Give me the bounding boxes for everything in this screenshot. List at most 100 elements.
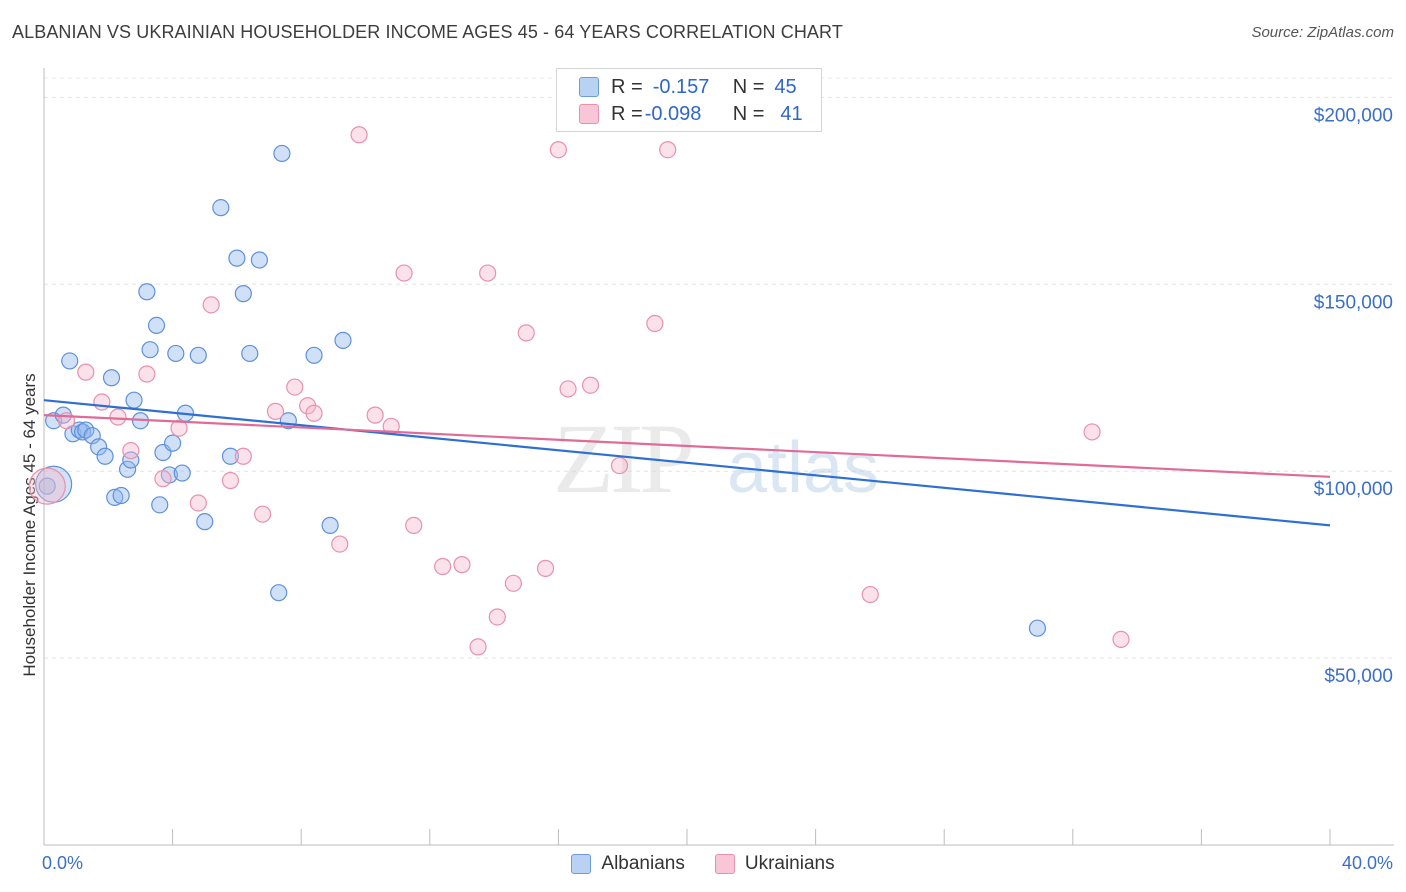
point-ukrainians	[266, 402, 285, 420]
point-albanians	[212, 199, 230, 217]
point-albanians	[112, 486, 130, 505]
point-ukrainians	[154, 470, 172, 488]
legend-r-label: R =	[611, 102, 643, 125]
point-ukrainians	[331, 535, 349, 553]
point-albanians	[228, 249, 246, 267]
point-albanians	[196, 513, 214, 531]
point-ukrainians	[366, 406, 384, 424]
point-ukrainians	[221, 471, 240, 490]
y-tick-label: $150,000	[1314, 292, 1393, 313]
point-albanians	[250, 251, 269, 269]
legend-row-albanians: R = -0.157 N = 45	[579, 74, 797, 100]
point-albanians	[125, 391, 143, 409]
trend-line-ukrainians	[43, 414, 1331, 478]
point-albanians	[334, 331, 352, 349]
y-tick-label: $50,000	[1324, 666, 1393, 687]
point-ukrainians	[488, 608, 506, 626]
point-albanians	[118, 460, 137, 478]
point-ukrainians	[138, 365, 156, 383]
point-albanians	[234, 285, 252, 303]
axis-layer	[43, 68, 1394, 846]
point-ukrainians	[469, 638, 487, 656]
point-ukrainians	[254, 505, 272, 523]
point-albanians	[305, 346, 323, 364]
series-swatch-albanians	[571, 854, 592, 874]
point-albanians	[138, 283, 156, 301]
point-albanians	[106, 488, 124, 506]
y-tick-label: $200,000	[1314, 105, 1393, 126]
point-ukrainians	[549, 141, 568, 159]
point-albanians	[189, 346, 207, 364]
legend-n-value: 41	[780, 102, 803, 125]
point-ukrainians	[1083, 423, 1101, 441]
point-albanians	[241, 344, 259, 363]
legend-r-value: -0.098	[644, 102, 702, 125]
watermark: ZIP atlas	[553, 403, 879, 514]
point-ukrainians	[77, 363, 95, 381]
legend-r-value: -0.157	[652, 75, 710, 98]
legend-swatch-ukrainians	[579, 104, 599, 124]
point-albanians	[96, 447, 114, 465]
point-ukrainians	[861, 585, 879, 604]
point-albanians	[1028, 619, 1047, 637]
series-swatch-ukrainians	[714, 854, 735, 874]
series-legend-ukrainians[interactable]: Ukrainians	[714, 851, 835, 877]
point-albanians	[141, 341, 159, 359]
trend-line-albanians	[43, 399, 1331, 527]
trend-layer	[43, 399, 1331, 527]
points-layer	[28, 126, 1130, 656]
legend-n-value: 45	[774, 75, 797, 98]
point-ukrainians	[93, 393, 111, 411]
point-ukrainians	[170, 419, 188, 437]
point-ukrainians	[610, 456, 629, 475]
series-legend: Albanians Ukrainians	[0, 851, 1406, 877]
point-albanians	[270, 584, 288, 602]
point-albanians	[102, 369, 121, 387]
point-ukrainians	[202, 296, 220, 314]
point-albanians	[173, 464, 191, 482]
point-ukrainians	[479, 264, 497, 282]
point-ukrainians	[646, 314, 664, 333]
series-legend-albanians[interactable]: Albanians	[571, 851, 685, 877]
stats-legend: R = -0.157 N = 45 R = -0.098 N = 41	[556, 68, 822, 132]
point-ukrainians	[350, 126, 368, 144]
point-albanians	[221, 447, 240, 465]
point-ukrainians	[234, 447, 252, 465]
watermark-atlas: atlas	[727, 428, 879, 508]
point-ukrainians	[395, 264, 413, 282]
x-tick-label: 40.0%	[1342, 853, 1393, 873]
point-ukrainians	[517, 324, 535, 342]
point-albanians	[38, 477, 56, 495]
legend-swatch-albanians	[579, 77, 599, 97]
legend-r-label: R =	[611, 75, 643, 98]
grid-layer	[44, 77, 1394, 659]
tick-label-layer: $50,000 $100,000 $150,000 $200,000 0.0% 40.0%	[42, 105, 1393, 873]
point-albanians	[273, 144, 291, 163]
point-albanians	[90, 438, 108, 456]
point-ukrainians	[453, 556, 471, 574]
point-ukrainians	[305, 404, 323, 422]
point-albanians	[321, 516, 339, 534]
point-albanians	[151, 496, 169, 514]
point-ukrainians	[122, 442, 140, 460]
point-albanians	[167, 344, 185, 363]
point-ukrainians	[286, 378, 304, 396]
point-ukrainians	[405, 516, 423, 534]
series-legend-label: Ukrainians	[744, 853, 835, 874]
point-ukrainians	[1112, 630, 1130, 649]
point-albanians	[164, 434, 182, 452]
point-ukrainians	[559, 380, 577, 398]
point-ukrainians	[504, 574, 522, 592]
large-point-ukrainians	[28, 467, 66, 505]
point-ukrainians	[189, 494, 207, 512]
legend-row-ukrainians: R = -0.098 N = 41	[579, 101, 803, 127]
point-ukrainians	[536, 559, 555, 577]
point-albanians	[147, 316, 166, 335]
point-ukrainians	[581, 376, 600, 394]
chart-title: ALBANIAN VS UKRAINIAN HOUSEHOLDER INCOME…	[12, 22, 843, 42]
point-ukrainians	[109, 408, 127, 426]
source-label: Source: ZipAtlas.com	[1251, 24, 1394, 41]
point-albanians	[61, 352, 79, 370]
point-albanians	[122, 451, 140, 469]
